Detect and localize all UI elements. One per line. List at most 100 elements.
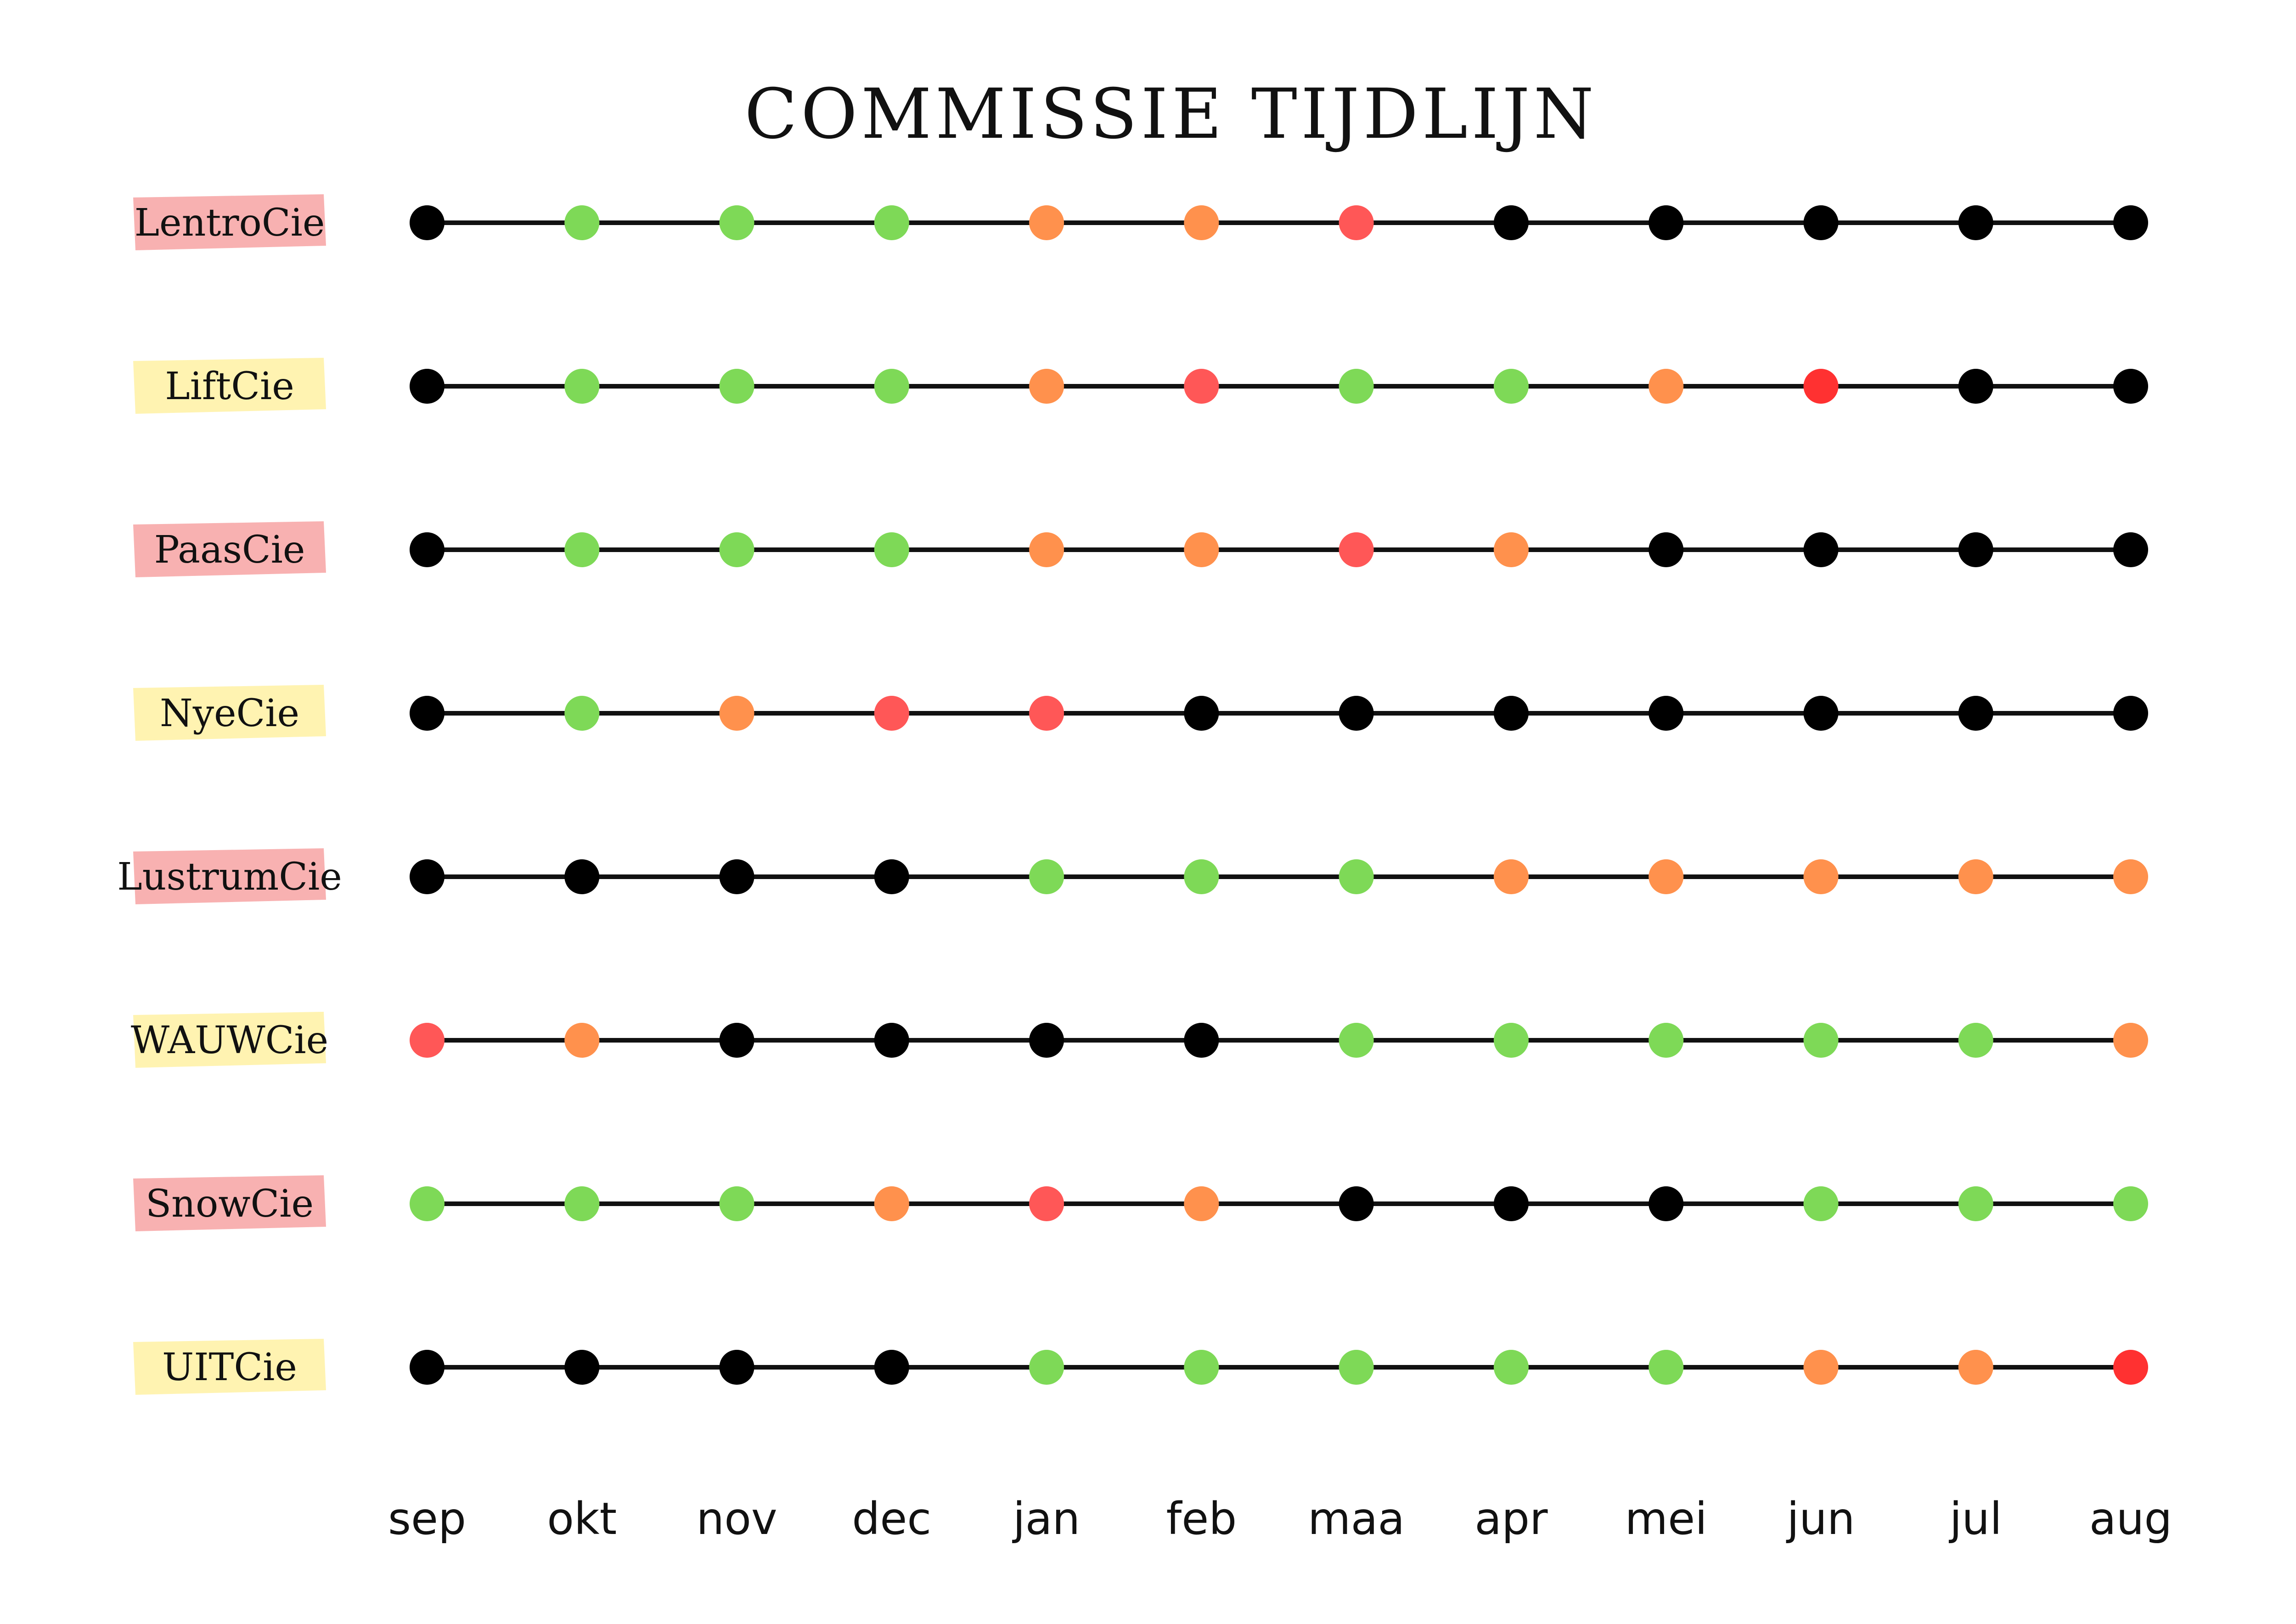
status-dot (1649, 369, 1684, 404)
status-dot (410, 696, 445, 731)
status-dot (1184, 532, 1219, 567)
status-dot (1184, 859, 1219, 894)
status-dot (1958, 859, 1993, 894)
status-dot (1803, 1023, 1839, 1058)
status-dot (719, 1186, 754, 1221)
status-dot (410, 205, 445, 240)
status-dot (2113, 1023, 2148, 1058)
status-dot (719, 696, 754, 731)
row-label: PaasCie (154, 528, 305, 572)
status-dot (874, 532, 909, 567)
status-dot (1803, 859, 1839, 894)
status-dot (874, 205, 909, 240)
row-label: NyeCie (160, 692, 299, 735)
status-dot (2113, 1186, 2148, 1221)
status-dot (564, 1023, 600, 1058)
status-dot (564, 859, 600, 894)
status-dot (564, 696, 600, 731)
month-tick-label: okt (547, 1493, 617, 1545)
status-dot (1649, 1023, 1684, 1058)
status-dot (564, 1350, 600, 1385)
status-dot (719, 859, 754, 894)
label-highlights (133, 194, 326, 1395)
status-dot (1803, 369, 1839, 404)
status-dot (1184, 1186, 1219, 1221)
row-label: LustrumCie (117, 855, 342, 899)
label-highlight (133, 1339, 326, 1395)
status-dot (1029, 1350, 1064, 1385)
status-dot (2113, 532, 2148, 567)
status-dot (1803, 532, 1839, 567)
status-dot (1029, 1186, 1064, 1221)
month-tick-label: sep (388, 1493, 466, 1545)
status-dot (410, 532, 445, 567)
status-dot (874, 1023, 909, 1058)
status-dot (1649, 1350, 1684, 1385)
month-tick-label: nov (696, 1493, 777, 1545)
status-dot (1493, 369, 1529, 404)
status-dot (2113, 859, 2148, 894)
status-dot (719, 1023, 754, 1058)
status-dot (1029, 859, 1064, 894)
status-dot (1493, 1186, 1529, 1221)
status-dot (1493, 532, 1529, 567)
status-dot (1493, 1023, 1529, 1058)
row-label: LentroCie (135, 201, 325, 245)
status-dot (1958, 369, 1993, 404)
label-highlight (133, 1012, 326, 1068)
month-tick-label: aug (2089, 1493, 2172, 1545)
month-tick-label: dec (852, 1493, 931, 1545)
month-tick-label: apr (1474, 1493, 1548, 1545)
label-highlight (133, 521, 326, 577)
status-dot (1493, 696, 1529, 731)
month-tick-label: maa (1308, 1493, 1405, 1545)
status-dot (1803, 205, 1839, 240)
status-dot (1339, 1350, 1374, 1385)
status-dot (564, 532, 600, 567)
status-dot (2113, 205, 2148, 240)
status-dot (874, 369, 909, 404)
status-dot (1958, 532, 1993, 567)
chart-title: COMMISSIE TIJDLIJN (744, 74, 1597, 154)
status-dot (1029, 369, 1064, 404)
timeline-tracks (427, 220, 2131, 1370)
status-dot (1803, 696, 1839, 731)
status-dot (1184, 696, 1219, 731)
status-dot (874, 1186, 909, 1221)
status-dot (1339, 1186, 1374, 1221)
month-tick-label: mei (1625, 1493, 1707, 1545)
status-dot (1649, 532, 1684, 567)
status-dot (1029, 205, 1064, 240)
status-dot (1649, 205, 1684, 240)
status-dot (1493, 205, 1529, 240)
status-dot (1339, 1023, 1374, 1058)
status-dot (410, 859, 445, 894)
status-dot (874, 1350, 909, 1385)
status-dot (1958, 1023, 1993, 1058)
status-dot (1339, 369, 1374, 404)
status-dot (1958, 696, 1993, 731)
status-dot (1958, 1186, 1993, 1221)
status-dot (1184, 205, 1219, 240)
status-dot (1803, 1350, 1839, 1385)
status-dot (564, 1186, 600, 1221)
status-dot (564, 205, 600, 240)
status-dot (1029, 696, 1064, 731)
status-dot (1493, 859, 1529, 894)
status-dot (1029, 532, 1064, 567)
label-highlight (133, 358, 326, 414)
status-dot (874, 696, 909, 731)
status-dot (719, 1350, 754, 1385)
status-dot (1958, 205, 1993, 240)
month-labels: sep okt nov dec jan feb maa apr mei jun jul aug (388, 1493, 2172, 1545)
status-dot (1803, 1186, 1839, 1221)
label-highlight (133, 194, 326, 250)
month-tick-label: jan (1012, 1493, 1080, 1545)
status-dot (1958, 1350, 1993, 1385)
month-tick-label: jul (1949, 1493, 2002, 1545)
status-dot (874, 859, 909, 894)
status-dot (410, 1023, 445, 1058)
status-dot (1493, 1350, 1529, 1385)
status-dot (410, 1186, 445, 1221)
